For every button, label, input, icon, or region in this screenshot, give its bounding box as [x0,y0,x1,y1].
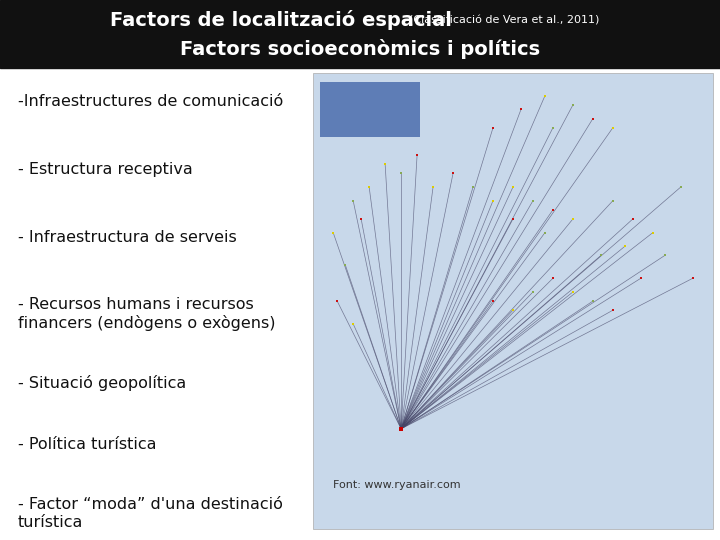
Text: - Infraestructura de serveis: - Infraestructura de serveis [18,230,237,245]
Text: Font: www.ryanair.com: Font: www.ryanair.com [333,480,461,490]
Text: (Classificació de Vera et al., 2011): (Classificació de Vera et al., 2011) [409,16,599,26]
Text: - Política turística: - Política turística [18,437,156,453]
Text: -Infraestructures de comunicació: -Infraestructures de comunicació [18,94,283,110]
Text: - Recursos humans i recursos
financers (endògens o exògens): - Recursos humans i recursos financers (… [18,297,276,331]
Text: Factors socioeconòmics i polítics: Factors socioeconòmics i polítics [180,38,540,59]
Text: - Situació geopolítica: - Situació geopolítica [18,375,186,391]
Text: Factors de localització espacial: Factors de localització espacial [110,10,451,30]
Text: - Factor “moda” d'una destinació
turística: - Factor “moda” d'una destinació turísti… [18,497,283,530]
Bar [320,82,420,137]
Text: - Estructura receptiva: - Estructura receptiva [18,162,193,177]
Bar [313,73,713,529]
Bar [0,0,720,68]
